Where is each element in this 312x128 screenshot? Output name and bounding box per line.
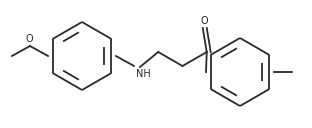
Text: NH: NH xyxy=(136,69,151,79)
Text: O: O xyxy=(201,16,208,26)
Text: O: O xyxy=(25,34,33,44)
